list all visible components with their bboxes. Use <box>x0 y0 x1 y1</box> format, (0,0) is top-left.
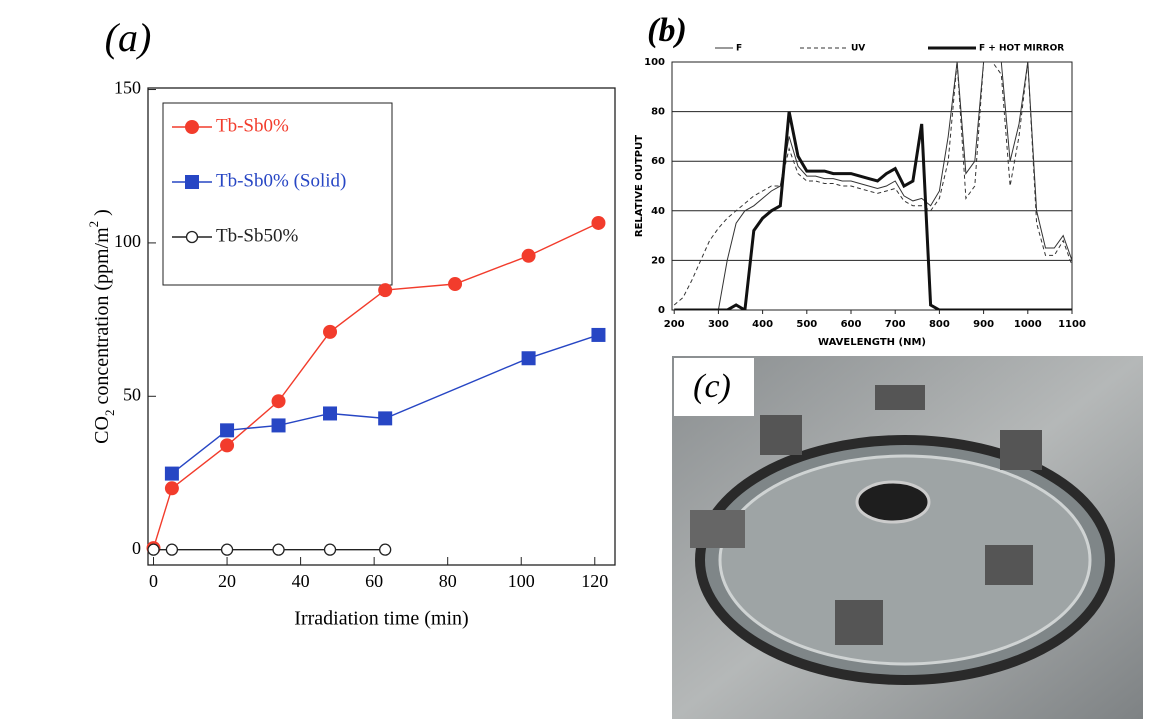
series-line <box>674 111 1072 310</box>
y-tick-label: 100 <box>644 57 665 68</box>
plot-frame <box>671 61 1073 311</box>
series-line <box>673 62 1072 306</box>
marker <box>323 406 338 421</box>
y-axis-label-part: ) <box>91 209 113 221</box>
marker <box>220 423 235 438</box>
marker <box>185 120 199 134</box>
x-tick-label: 800 <box>929 319 950 330</box>
x-axis-label: Irradiation time (min) <box>294 608 468 630</box>
x-tick-label: 100 <box>508 571 535 591</box>
y-axis-label-part: concentration (ppm/m <box>91 227 113 410</box>
marker <box>271 418 286 433</box>
x-tick-label: 300 <box>708 319 729 330</box>
clamp <box>760 415 802 455</box>
marker <box>164 466 179 481</box>
y-tick-label: 60 <box>651 156 665 167</box>
legend-label: F <box>736 44 742 54</box>
chart: (a) 0 50 100 150 0 20 40 60 80 100 120 Irradiation t… <box>86 15 616 630</box>
chart: (b) 0 20 40 60 80 100 200 300 400 500 600 700 800 900 1… <box>634 12 1086 348</box>
clamp <box>1000 430 1042 470</box>
marker <box>521 351 536 366</box>
marker <box>448 277 463 292</box>
marker <box>378 411 393 426</box>
label-box <box>674 358 754 416</box>
clamp <box>985 545 1033 585</box>
x-tick-label: 0 <box>149 571 158 591</box>
vessel-glass <box>718 454 1092 666</box>
panel-label: (a) <box>105 15 152 60</box>
y-axis-label-part: 2 <box>102 410 117 417</box>
legend-label: Tb-Sb0% (Solid) <box>216 170 346 191</box>
x-axis-label: WAVELENGTH (NM) <box>818 337 926 348</box>
marker <box>272 543 285 556</box>
x-tick-label: 20 <box>218 571 236 591</box>
marker <box>271 394 286 409</box>
y-tick-label: 80 <box>651 107 665 118</box>
marker <box>379 543 392 556</box>
y-axis-label-part: 2 <box>86 221 101 228</box>
marker <box>591 215 606 230</box>
marker <box>185 175 199 189</box>
series-line <box>674 62 1072 310</box>
x-tick-label: 200 <box>664 319 685 330</box>
y-tick-label: 50 <box>123 384 141 404</box>
y-tick-label: 40 <box>651 206 665 217</box>
y-tick-label: 100 <box>114 231 141 251</box>
panel-label: (b) <box>647 12 687 49</box>
legend-label: F + HOT MIRROR <box>979 44 1064 54</box>
x-tick-label: 1000 <box>1014 319 1042 330</box>
marker <box>521 248 536 263</box>
x-tick-label: 120 <box>581 571 608 591</box>
clamp <box>875 385 925 410</box>
marker <box>323 324 338 339</box>
x-tick-label: 400 <box>752 319 773 330</box>
plot-frame <box>147 87 616 566</box>
y-axis-label: CO2 concentration (ppm/m2 ) <box>86 209 117 444</box>
x-tick-label: 700 <box>885 319 906 330</box>
y-tick-label: 150 <box>114 78 141 98</box>
marker <box>165 543 179 556</box>
y-tick-label: 0 <box>658 305 665 316</box>
y-tick-label: 0 <box>132 538 141 558</box>
marker <box>164 481 179 496</box>
legend-label: Tb-Sb0% <box>216 115 289 136</box>
x-tick-label: 500 <box>796 319 817 330</box>
y-axis-label: RELATIVE OUTPUT <box>634 135 645 237</box>
marker <box>323 543 337 556</box>
legend-label: UV <box>851 44 865 54</box>
x-tick-label: 60 <box>365 571 383 591</box>
y-axis-label-part: CO <box>91 416 113 444</box>
clamp <box>690 510 745 548</box>
marker <box>591 327 606 342</box>
x-tick-label: 40 <box>292 571 310 591</box>
x-tick-label: 1100 <box>1058 319 1086 330</box>
x-tick-label: 600 <box>841 319 862 330</box>
legend-box <box>162 102 393 286</box>
series-line <box>152 222 599 549</box>
x-tick-label: 80 <box>439 571 457 591</box>
x-tick-label: 900 <box>973 319 994 330</box>
photo: (c) <box>672 356 1143 719</box>
marker <box>378 283 393 298</box>
panel-label: (c) <box>693 368 731 405</box>
sample-dish <box>855 480 931 524</box>
marker <box>220 438 235 453</box>
legend-label: Tb-Sb50% <box>216 225 299 246</box>
marker <box>185 230 199 244</box>
marker <box>147 543 160 556</box>
clamp <box>835 600 883 645</box>
marker <box>220 543 234 556</box>
y-tick-label: 20 <box>651 255 665 266</box>
